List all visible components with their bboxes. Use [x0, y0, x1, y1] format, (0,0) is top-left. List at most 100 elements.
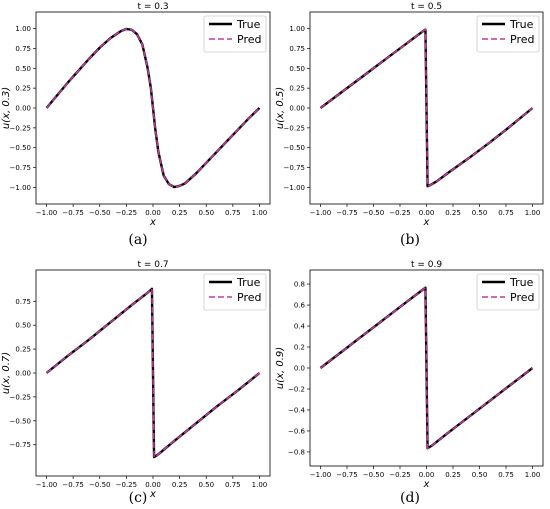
- y-tick-label: 0.75: [15, 298, 31, 306]
- y-tick-label: 0.2: [294, 344, 305, 352]
- x-tick-label: 0.50: [198, 481, 214, 489]
- x-tick-label: −0.75: [62, 481, 83, 489]
- x-tick-label: 1.00: [525, 471, 541, 479]
- plot-title: t = 0.5: [411, 2, 442, 12]
- y-tick-label: 0.50: [15, 65, 31, 73]
- panel-caption: (c): [129, 490, 148, 506]
- y-tick-label: 0.00: [15, 105, 31, 113]
- x-axis-label: x: [149, 489, 156, 500]
- x-tick-label: −1.00: [36, 209, 57, 217]
- y-tick-label: 0.8: [294, 281, 305, 289]
- legend-label-pred: Pred: [510, 291, 534, 304]
- y-tick-label: −0.8: [288, 448, 305, 456]
- x-tick-label: −0.50: [89, 481, 110, 489]
- y-tick-label: 0.25: [15, 346, 31, 354]
- x-tick-label: 0.00: [145, 209, 161, 217]
- series-line-pred: [45, 28, 261, 188]
- y-tick-label: 0.75: [289, 45, 305, 53]
- x-tick-label: 1.00: [252, 209, 268, 217]
- x-tick-label: −0.75: [62, 209, 83, 217]
- x-tick-label: −0.50: [363, 209, 384, 217]
- x-tick-label: 0.00: [419, 209, 435, 217]
- y-tick-label: −0.2: [288, 385, 305, 393]
- x-tick-label: −1.00: [36, 481, 57, 489]
- y-tick-label: −0.50: [10, 417, 31, 425]
- plot-title: t = 0.3: [137, 2, 168, 12]
- legend-label-true: True: [236, 276, 261, 289]
- panel-caption: (b): [400, 232, 420, 248]
- y-tick-label: 0.6: [294, 302, 306, 310]
- x-tick-label: −0.25: [389, 209, 410, 217]
- y-tick-label: −0.50: [284, 144, 305, 152]
- y-tick-label: −0.75: [10, 441, 31, 449]
- panel-4: −1.00 −0.75 −0.50 −0.25 0.00 0.25 0.50 0.75 1.00…: [275, 260, 544, 506]
- x-tick-label: 1.00: [525, 209, 541, 217]
- x-tick-label: −0.50: [89, 209, 110, 217]
- x-tick-label: 0.50: [472, 209, 488, 217]
- series-line-pred: [46, 288, 260, 458]
- y-tick-label: −0.4: [288, 406, 306, 414]
- x-tick-label: 0.75: [225, 481, 241, 489]
- legend-label-pred: Pred: [510, 33, 534, 46]
- y-tick-label: −0.25: [10, 124, 31, 132]
- series-line-pred: [320, 286, 533, 450]
- y-tick-label: −1.00: [10, 184, 31, 192]
- legend-label-true: True: [509, 18, 534, 31]
- plot-title: t = 0.7: [137, 260, 168, 270]
- panel-1: −1.00 −0.75 −0.50 −0.25 0.00 0.25 0.50 0.75 1.00…: [1, 2, 271, 248]
- y-axis-label: u(x, 0.9): [275, 347, 286, 389]
- x-tick-label: 0.25: [445, 471, 461, 479]
- y-tick-label: −0.6: [288, 427, 306, 435]
- panel-caption: (a): [128, 232, 147, 248]
- legend-label-pred: Pred: [237, 33, 261, 46]
- y-tick-label: 0.75: [15, 45, 31, 53]
- y-tick-label: 1.00: [289, 25, 305, 33]
- y-tick-label: −1.00: [284, 184, 305, 192]
- y-axis-label: u(x, 0.3): [1, 87, 12, 129]
- x-tick-label: 0.50: [198, 209, 214, 217]
- x-tick-label: 0.75: [498, 209, 514, 217]
- y-tick-label: −0.75: [10, 164, 31, 172]
- plot-title: t = 0.9: [411, 260, 442, 270]
- x-axis-label: x: [149, 217, 156, 228]
- x-axis-label: x: [423, 217, 430, 228]
- x-tick-label: −0.25: [116, 209, 137, 217]
- x-tick-label: 0.00: [145, 481, 161, 489]
- x-tick-label: 1.00: [252, 481, 268, 489]
- x-tick-label: 0.75: [498, 471, 514, 479]
- y-tick-label: −0.25: [10, 393, 31, 401]
- y-tick-label: 0.00: [15, 370, 31, 378]
- y-axis-label: u(x, 0.7): [1, 352, 12, 394]
- y-tick-label: 0.00: [289, 105, 305, 113]
- x-tick-label: 0.50: [472, 471, 488, 479]
- panel-caption: (d): [400, 490, 420, 506]
- y-tick-label: 0.0: [294, 365, 305, 373]
- x-tick-label: 0.75: [225, 209, 241, 217]
- x-tick-label: 0.00: [419, 471, 435, 479]
- panel-3: −1.00 −0.75 −0.50 −0.25 0.00 0.25 0.50 0.75 1.00…: [1, 260, 271, 506]
- x-tick-label: −0.75: [336, 471, 357, 479]
- legend-label-true: True: [509, 276, 534, 289]
- y-axis-label: u(x, 0.5): [275, 87, 286, 129]
- x-tick-label: 0.25: [172, 209, 188, 217]
- y-tick-label: −0.25: [284, 124, 305, 132]
- legend-label-true: True: [236, 18, 261, 31]
- x-tick-label: −0.50: [363, 471, 384, 479]
- x-tick-label: −0.25: [389, 471, 410, 479]
- x-tick-label: −1.00: [310, 209, 331, 217]
- x-tick-label: −0.25: [116, 481, 137, 489]
- y-tick-label: −0.50: [10, 144, 31, 152]
- series-line-pred: [320, 28, 534, 188]
- x-tick-label: −1.00: [310, 471, 331, 479]
- x-tick-label: 0.25: [172, 481, 188, 489]
- y-tick-label: 0.4: [294, 323, 306, 331]
- x-tick-label: −0.75: [336, 209, 357, 217]
- panel-2: −1.00 −0.75 −0.50 −0.25 0.00 0.25 0.50 0.75 1.00…: [275, 2, 544, 248]
- legend-label-pred: Pred: [237, 291, 261, 304]
- y-tick-label: −0.75: [284, 164, 305, 172]
- y-tick-label: 0.50: [289, 65, 305, 73]
- y-tick-label: 0.25: [15, 85, 31, 93]
- x-tick-label: 0.25: [445, 209, 461, 217]
- y-tick-label: 0.50: [15, 322, 31, 330]
